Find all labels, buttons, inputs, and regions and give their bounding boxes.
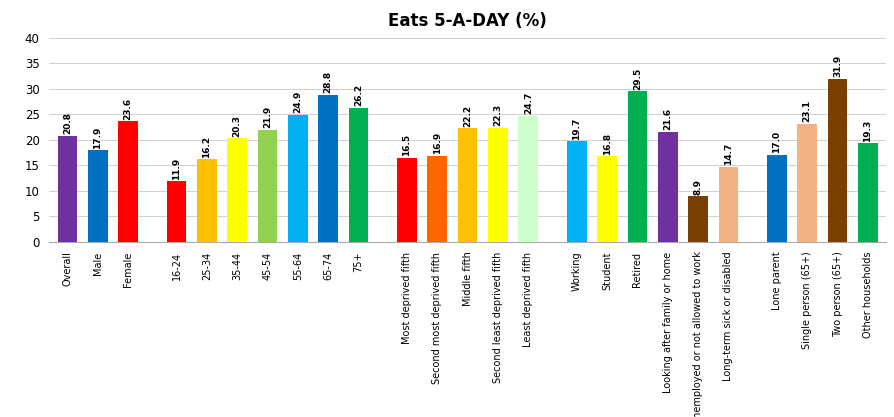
Bar — [518, 116, 537, 242]
Text: 28.8: 28.8 — [324, 71, 333, 93]
Bar — [566, 141, 586, 242]
Bar — [596, 156, 616, 242]
Text: 19.3: 19.3 — [863, 120, 872, 142]
Text: 20.3: 20.3 — [232, 115, 241, 137]
Bar — [718, 167, 738, 242]
Title: Eats 5-A-DAY (%): Eats 5-A-DAY (%) — [388, 13, 546, 30]
Text: 11.9: 11.9 — [172, 157, 181, 180]
Bar — [288, 115, 308, 242]
Bar — [687, 196, 707, 242]
Text: 16.9: 16.9 — [433, 132, 442, 154]
Bar — [427, 156, 447, 242]
Text: 22.3: 22.3 — [493, 104, 502, 126]
Bar — [197, 159, 216, 242]
Bar — [227, 138, 247, 242]
Text: 23.6: 23.6 — [123, 98, 132, 120]
Text: 20.8: 20.8 — [63, 112, 72, 134]
Bar — [487, 128, 507, 242]
Bar — [657, 131, 677, 242]
Text: 26.2: 26.2 — [354, 84, 363, 106]
Text: 17.0: 17.0 — [772, 131, 780, 153]
Bar — [766, 155, 786, 242]
Text: 16.5: 16.5 — [402, 134, 411, 156]
Text: 16.2: 16.2 — [202, 136, 211, 158]
Text: 21.9: 21.9 — [263, 106, 272, 128]
Bar — [827, 79, 847, 242]
Text: 21.6: 21.6 — [662, 108, 671, 130]
Bar — [457, 128, 477, 242]
Bar — [88, 151, 107, 242]
Text: 22.2: 22.2 — [462, 105, 472, 127]
Bar — [57, 136, 77, 242]
Bar — [797, 124, 816, 242]
Text: 31.9: 31.9 — [832, 55, 841, 78]
Text: 17.9: 17.9 — [93, 126, 102, 149]
Bar — [349, 108, 368, 242]
Text: 8.9: 8.9 — [693, 179, 702, 195]
Bar — [397, 158, 417, 242]
Bar — [166, 181, 186, 242]
Bar — [118, 121, 138, 242]
Bar — [257, 130, 277, 242]
Bar — [318, 95, 338, 242]
Text: 24.9: 24.9 — [293, 91, 302, 113]
Text: 23.1: 23.1 — [802, 100, 811, 122]
Bar — [627, 91, 646, 242]
Text: 29.5: 29.5 — [632, 68, 641, 90]
Text: 24.7: 24.7 — [523, 92, 532, 114]
Text: 19.7: 19.7 — [571, 117, 580, 140]
Bar — [857, 143, 877, 242]
Text: 16.8: 16.8 — [602, 132, 611, 155]
Text: 14.7: 14.7 — [723, 143, 732, 165]
